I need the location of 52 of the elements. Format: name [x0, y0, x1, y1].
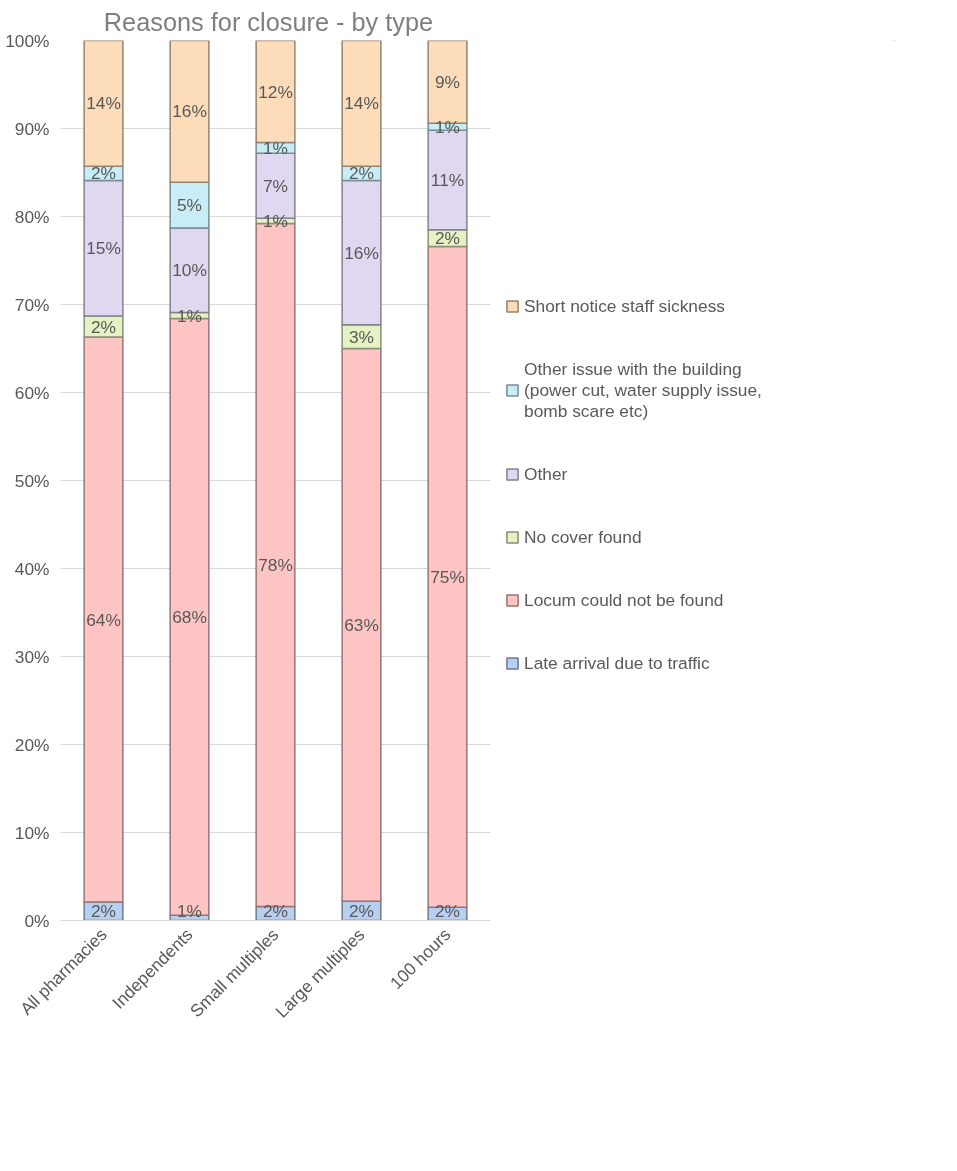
data-label: 2% [90, 900, 117, 921]
data-label: 7% [262, 175, 289, 196]
legend-label: No cover found [524, 526, 642, 548]
data-label: 2% [262, 900, 289, 921]
data-label: 64% [86, 609, 121, 630]
data-label: 63% [344, 614, 379, 635]
legend-label: Other [524, 463, 568, 485]
data-label: 2% [90, 316, 117, 337]
y-tick-label: 80% [14, 206, 50, 227]
y-tick-label: 60% [14, 382, 50, 403]
legend-label: Other issue with the building (power cut, water supply issue, bomb scare etc) [524, 358, 762, 422]
legend-label: Locum could not be found [524, 589, 724, 611]
bar [341, 179, 382, 326]
data-label: 75% [430, 566, 465, 587]
data-label: 68% [172, 606, 207, 627]
bar [83, 179, 124, 317]
data-label: 5% [176, 195, 203, 216]
data-label: 9% [434, 71, 461, 92]
data-label: 16% [172, 101, 207, 122]
data-label: 14% [86, 93, 121, 114]
data-label: 2% [90, 163, 117, 184]
data-label: 15% [86, 238, 121, 259]
y-tick-label: 50% [14, 470, 50, 491]
legend-label: Short notice staff sickness [524, 295, 725, 317]
data-label: 2% [434, 228, 461, 249]
data-label: 12% [258, 81, 293, 102]
bar [83, 40, 124, 168]
bar [341, 40, 382, 168]
bar [169, 181, 210, 229]
data-label: 11% [430, 169, 465, 190]
data-label: 10% [172, 260, 207, 281]
y-tick-label: 0% [24, 910, 50, 931]
data-label: 2% [348, 163, 375, 184]
y-tick-label: 40% [14, 558, 50, 579]
y-tick-label: 100% [5, 30, 50, 51]
y-tick-label: 20% [14, 734, 50, 755]
data-label: 16% [344, 242, 379, 263]
y-tick-label: 70% [14, 294, 50, 315]
bar [255, 40, 296, 144]
bar [341, 347, 382, 902]
legend-label: Late arrival due to traffic [524, 652, 710, 674]
data-label: 14% [344, 93, 379, 114]
y-tick-label: 90% [14, 118, 50, 139]
y-tick-label: 10% [14, 822, 50, 843]
data-label: 1% [262, 137, 289, 158]
data-label: 3% [348, 326, 375, 347]
chart-title: Reasons for closure - by type [103, 7, 434, 36]
data-label: 2% [348, 900, 375, 921]
bar [83, 336, 124, 903]
bar [169, 40, 210, 183]
data-label: 78% [258, 554, 293, 575]
y-tick-label: 30% [14, 646, 50, 667]
